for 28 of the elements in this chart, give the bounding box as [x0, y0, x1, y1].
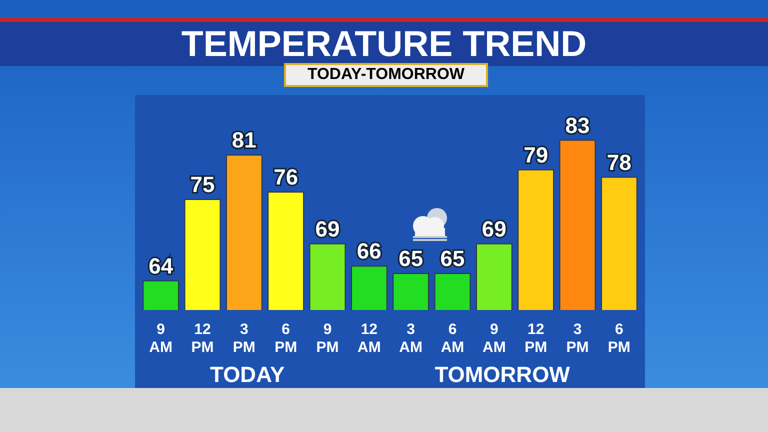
data-label: 78 — [606, 150, 632, 175]
data-label: 69 — [315, 216, 340, 242]
data-label: 65 — [440, 246, 465, 272]
data-label: 81 — [232, 128, 256, 153]
x-tick-label: 3 PM — [566, 321, 589, 356]
x-tick-label: 6 AM — [440, 321, 464, 356]
data-label: 65 — [398, 246, 424, 272]
data-label: 79 — [524, 142, 548, 168]
data-label: 76 — [274, 164, 298, 190]
chart-subtitle: TODAY-TOMORROW — [284, 63, 488, 87]
x-tick-label: 6 PM — [608, 321, 630, 356]
data-label: 66 — [356, 238, 382, 264]
x-tick-label: 6 PM — [274, 321, 298, 356]
x-tick-label: 9 PM — [316, 321, 339, 356]
annotation: TODAY — [210, 362, 285, 388]
x-tick-label: 12 PM — [191, 321, 214, 356]
x-tick-label: 3 AM — [399, 321, 422, 356]
x-tick-label: 9 AM — [482, 321, 506, 356]
data-label: 64 — [148, 253, 174, 278]
x-tick-label: 12 PM — [524, 321, 548, 356]
data-label: 83 — [565, 112, 590, 138]
data-label: 69 — [482, 216, 506, 242]
x-tick-label: 3 PM — [232, 321, 256, 356]
chart-title: TEMPERATURE TREND — [180, 22, 588, 66]
x-tick-label: 12 AM — [358, 321, 381, 356]
x-tick-label: 9 AM — [149, 321, 172, 356]
data-label: 75 — [190, 172, 215, 198]
annotation: TOMORROW — [434, 362, 570, 388]
